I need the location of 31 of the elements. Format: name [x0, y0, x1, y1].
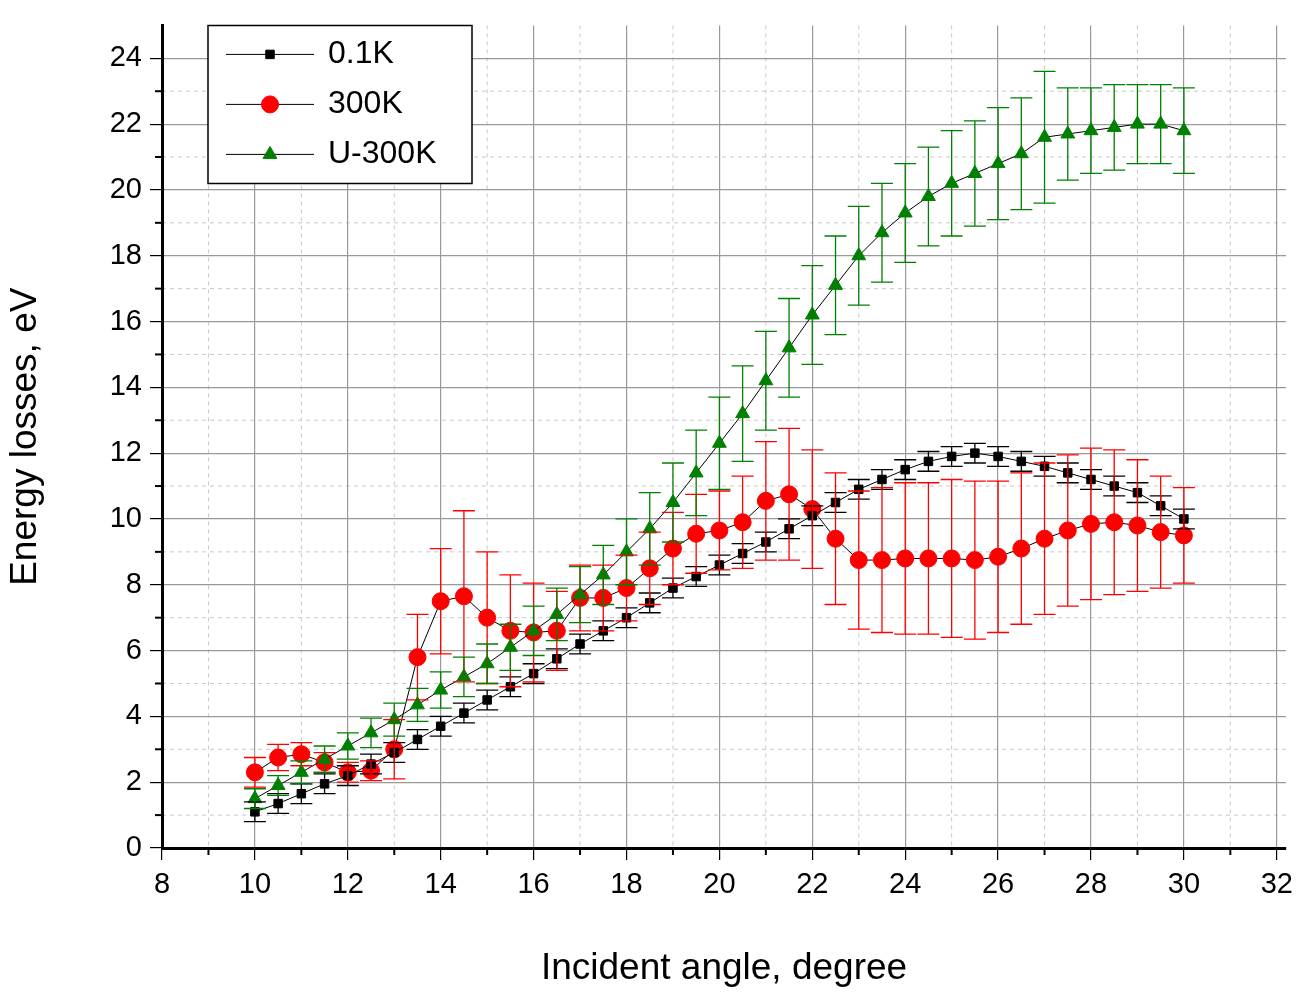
legend-label: 0.1K	[328, 34, 394, 71]
x-tick-label: 28	[1074, 867, 1108, 900]
y-tick-label: 2	[125, 764, 142, 797]
legend-label: U-300K	[328, 134, 437, 171]
y-tick-label: 0	[125, 830, 142, 862]
y-tick-label: 8	[125, 566, 142, 599]
y-tick-label: 22	[109, 106, 142, 139]
legend-label: 300K	[328, 84, 403, 121]
y-tick-label: 10	[109, 500, 142, 533]
y-tick-label: 14	[109, 369, 142, 402]
x-tick-label: 16	[517, 867, 550, 900]
y-axis-title: Energy losses, eV	[3, 287, 45, 586]
y-tick-label: 4	[125, 698, 142, 731]
y-tick-label: 12	[109, 435, 142, 468]
x-tick-label: 14	[424, 867, 457, 900]
x-tick-label: 18	[610, 867, 643, 900]
y-tick-label: 20	[109, 171, 142, 204]
x-tick-label: 26	[981, 867, 1015, 900]
x-tick-label: 24	[889, 867, 922, 900]
x-tick-label: 32	[1260, 867, 1293, 900]
y-tick-label: 6	[125, 632, 142, 665]
x-tick-label: 8	[153, 867, 171, 900]
x-axis-title: Incident angle, degree	[540, 946, 908, 987]
y-tick-label: 16	[109, 303, 142, 336]
y-tick-label: 18	[109, 237, 142, 270]
x-tick-label: 22	[796, 867, 829, 900]
y-tick-label: 24	[109, 40, 142, 73]
x-tick-label: 20	[703, 867, 736, 900]
x-tick-label: 10	[238, 867, 272, 900]
x-tick-label: 30	[1167, 867, 1201, 900]
x-tick-label: 12	[331, 867, 364, 900]
